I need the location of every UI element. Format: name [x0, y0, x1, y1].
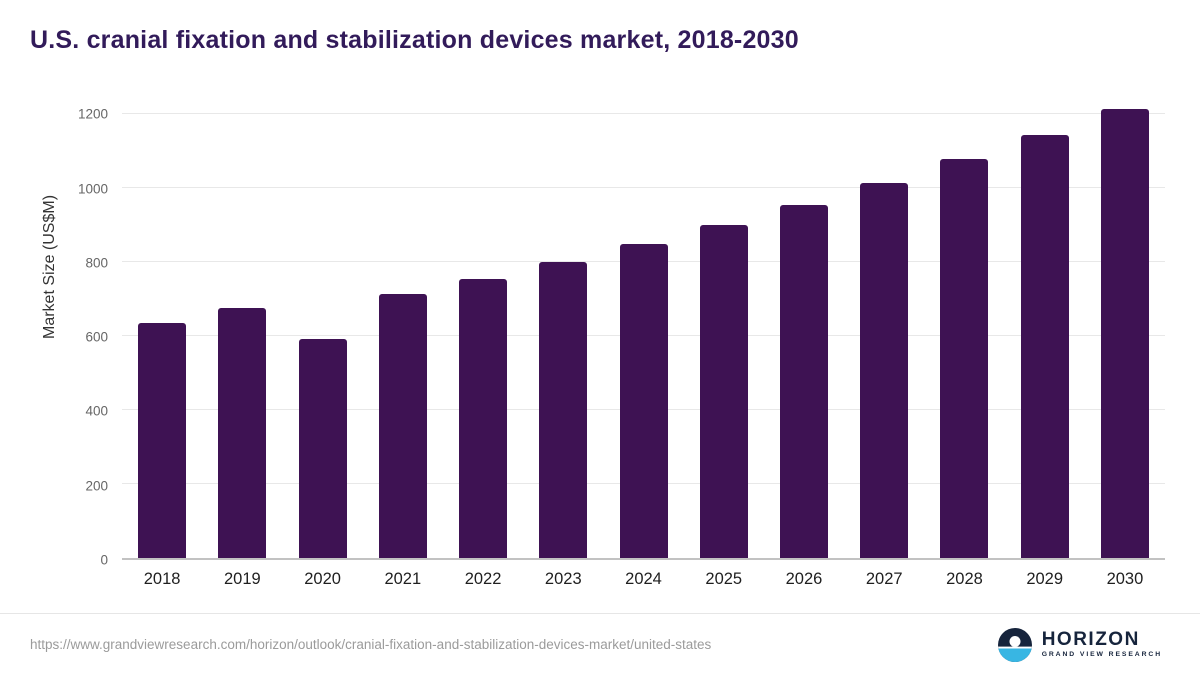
- logo-subtitle: GRAND VIEW RESEARCH: [1041, 651, 1162, 659]
- bar-slot-2027: 2027: [844, 105, 924, 588]
- x-tick-label-2027: 2027: [865, 570, 903, 588]
- bar-slot-2018: 2018: [122, 105, 202, 588]
- x-tick-label-2028: 2028: [946, 570, 983, 588]
- horizon-logo-icon: [997, 627, 1032, 662]
- y-tick-label-600: 600: [85, 329, 108, 345]
- bar-2021[interactable]: [378, 293, 427, 558]
- bar-slot-2030: 2030: [1085, 105, 1165, 588]
- x-tick-label-2021: 2021: [384, 570, 422, 588]
- bar-2023[interactable]: [539, 261, 588, 558]
- bar-2025[interactable]: [699, 224, 748, 558]
- x-tick-label-2029: 2029: [1026, 570, 1064, 588]
- bar-2018[interactable]: [138, 322, 187, 558]
- x-tick-label-2022: 2022: [464, 570, 502, 588]
- bar-2027[interactable]: [860, 183, 909, 558]
- bar-slot-2025: 2025: [684, 105, 764, 588]
- plot-area: 2018 2019 2020 2021 2022 2023 2024 2025 2026 2027…: [122, 105, 1165, 588]
- bar-slot-2029: 2029: [1005, 105, 1085, 588]
- bar-2029[interactable]: [1020, 135, 1069, 558]
- x-tick-label-2020: 2020: [304, 570, 341, 588]
- chart-title: U.S. cranial fixation and stabilization …: [30, 26, 799, 54]
- y-tick-label-400: 400: [85, 403, 108, 419]
- horizon-logo: HORIZON GRAND VIEW RESEARCH: [997, 627, 1162, 663]
- bar-2026[interactable]: [779, 204, 828, 558]
- bar-slot-2026: 2026: [764, 105, 844, 588]
- bar-slot-2023: 2023: [523, 105, 603, 588]
- y-tick-label-1200: 1200: [77, 106, 108, 122]
- x-tick-label-2026: 2026: [785, 570, 823, 588]
- footer: https://www.grandviewresearch.com/horizo…: [0, 613, 1200, 675]
- x-tick-label-2019: 2019: [223, 570, 261, 588]
- bar-2022[interactable]: [459, 278, 508, 558]
- x-tick-label-2030: 2030: [1106, 570, 1144, 588]
- y-tick-label-200: 200: [85, 478, 108, 494]
- bar-2030[interactable]: [1100, 109, 1149, 558]
- bar-slot-2019: 2019: [202, 105, 282, 588]
- bar-slot-2028: 2028: [924, 105, 1004, 588]
- y-tick-label-0: 0: [100, 552, 108, 568]
- bar-slot-2022: 2022: [443, 105, 523, 588]
- bar-slot-2021: 2021: [363, 105, 443, 588]
- bar-2019[interactable]: [218, 308, 267, 558]
- x-tick-label-2025: 2025: [705, 570, 743, 588]
- x-tick-label-2018: 2018: [143, 570, 181, 588]
- bar-2024[interactable]: [619, 243, 668, 558]
- bar-2020[interactable]: [298, 339, 347, 558]
- x-tick-label-2024: 2024: [625, 570, 662, 588]
- gridline-1000: [122, 187, 1165, 189]
- y-tick-label-800: 800: [85, 255, 108, 271]
- bar-2028[interactable]: [940, 159, 989, 558]
- y-axis-title: Market Size (US$M): [41, 194, 59, 339]
- logo-name: HORIZON: [1041, 629, 1140, 651]
- logo-text: HORIZON GRAND VIEW RESEARCH: [1042, 630, 1162, 659]
- y-axis-tick-labels: 0 200 400 600 800 1000 1200: [60, 105, 108, 568]
- y-tick-label-1000: 1000: [77, 181, 108, 197]
- bar-slot-2024: 2024: [603, 105, 683, 588]
- source-url[interactable]: https://www.grandviewresearch.com/horizo…: [30, 637, 712, 652]
- gridline-1200: [122, 113, 1165, 115]
- bar-slot-2020: 2020: [282, 105, 362, 588]
- x-tick-label-2023: 2023: [544, 570, 582, 588]
